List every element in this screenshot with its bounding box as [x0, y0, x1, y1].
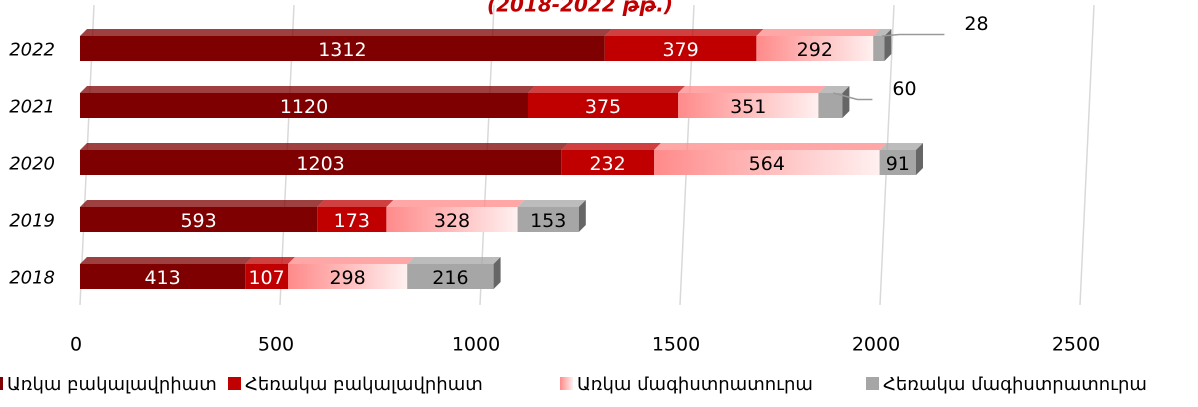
bar	[528, 93, 678, 118]
bar-top	[386, 200, 525, 207]
data-label: 153	[530, 210, 566, 232]
y-tick-label: 2021	[9, 97, 55, 118]
bar-top	[80, 257, 253, 264]
legend-label: Հեռակա բակալավրիատ	[245, 374, 483, 395]
x-tick-label: 2000	[852, 334, 900, 356]
bar	[604, 36, 757, 61]
data-label: 107	[248, 267, 284, 289]
bar-top	[756, 29, 881, 36]
bar-top	[604, 29, 764, 36]
bar	[517, 207, 579, 232]
bar	[678, 93, 819, 118]
data-label: 298	[329, 267, 365, 289]
bar-top	[288, 257, 415, 264]
legend-swatch	[0, 377, 3, 390]
y-tick-label: 2020	[9, 154, 55, 175]
data-label: 593	[180, 210, 216, 232]
bar-side	[842, 86, 850, 118]
chart-title: (2018-2022 թթ.)	[487, 0, 673, 17]
legend-swatch	[866, 377, 879, 390]
bar	[654, 150, 880, 175]
grid-line	[1079, 4, 1095, 306]
leader-line	[833, 92, 873, 101]
legend-label: Հեռակա մագիստրատուրա	[883, 374, 1147, 395]
data-label: 60	[892, 78, 916, 100]
bar	[756, 36, 874, 61]
data-label: 351	[730, 96, 766, 118]
bar	[386, 207, 518, 232]
bar	[245, 264, 288, 289]
bar-side	[578, 200, 586, 232]
bar	[80, 93, 528, 118]
legend-label: Առկա մագիստրատուրա	[577, 374, 813, 395]
bar	[80, 207, 318, 232]
bar	[80, 36, 605, 61]
y-tick-label: 2022	[9, 40, 55, 61]
bar-top	[407, 257, 501, 264]
bar	[818, 93, 843, 118]
bar	[80, 150, 562, 175]
bar-top	[80, 143, 569, 150]
bar-top	[517, 200, 586, 207]
bar-top	[873, 29, 892, 36]
bar	[288, 264, 408, 289]
bar-side	[916, 143, 923, 175]
legend-swatch	[560, 377, 573, 390]
bar-top	[561, 143, 661, 150]
data-label: 1312	[318, 39, 366, 61]
data-label: 232	[589, 153, 625, 175]
bar-top	[317, 200, 394, 207]
bar-top	[528, 86, 685, 93]
data-label: 91	[886, 153, 910, 175]
bar-top	[818, 86, 850, 93]
bar	[317, 207, 387, 232]
x-tick-label: 500	[258, 334, 294, 356]
bar	[407, 264, 494, 289]
x-tick-label: 1500	[652, 334, 700, 356]
bar-top	[80, 200, 325, 207]
legend-swatch	[228, 377, 241, 390]
legend-label: Առկա բակալավրիատ	[7, 374, 217, 395]
data-label: 375	[585, 96, 621, 118]
bar	[80, 264, 246, 289]
bar	[879, 150, 916, 175]
bar-side	[884, 29, 892, 61]
bar	[561, 150, 654, 175]
bar-top	[678, 86, 826, 93]
data-label: 328	[434, 210, 470, 232]
x-tick-label: 1000	[452, 334, 500, 356]
data-label: 1203	[296, 153, 344, 175]
bar-top	[879, 143, 923, 150]
data-label: 413	[144, 267, 180, 289]
data-label: 216	[432, 267, 468, 289]
data-label: 292	[797, 39, 833, 61]
bar-top	[654, 143, 887, 150]
bar	[873, 36, 885, 61]
x-tick-label: 2500	[1052, 334, 1100, 356]
data-label: 1120	[280, 96, 328, 118]
data-label: 28	[964, 13, 988, 35]
y-tick-label: 2019	[9, 211, 55, 232]
data-label: 564	[749, 153, 785, 175]
bar-top	[80, 86, 535, 93]
y-tick-label: 2018	[9, 268, 55, 289]
leader-line	[881, 33, 945, 37]
x-tick-label: 0	[70, 334, 82, 356]
data-label: 173	[334, 210, 370, 232]
data-label: 379	[662, 39, 698, 61]
bar-top	[80, 29, 612, 36]
bar-side	[493, 257, 501, 289]
bar-top	[245, 257, 295, 264]
